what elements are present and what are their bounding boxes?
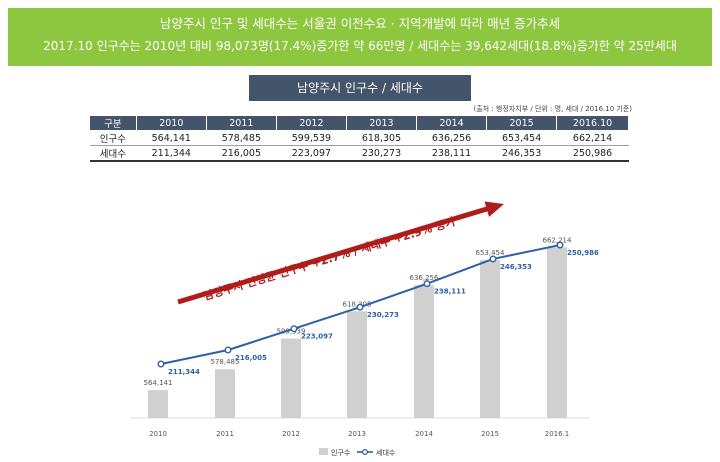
x-tick-label: 2016.1 (545, 430, 570, 438)
households-point (290, 325, 298, 333)
households-point-label: 223,097 (301, 333, 333, 341)
x-tick-label: 2014 (415, 430, 433, 438)
population-bar (480, 260, 500, 418)
banner-line-2: 2017.10 인구수는 2010년 대비 98,073명(17.4%)증가한 … (43, 39, 677, 53)
table-cell: 세대수 (89, 145, 137, 162)
table-header: 2011 (205, 115, 277, 131)
table-header: 2013 (345, 115, 418, 131)
x-tick-label: 2010 (149, 430, 167, 438)
legend-line-marker (362, 449, 369, 456)
households-point (423, 280, 431, 288)
population-bar-label: 564,141 (144, 379, 173, 387)
population-bar (148, 390, 168, 418)
population-bar-label: 636,256 (410, 274, 439, 282)
table-cell: 578,485 (206, 130, 277, 146)
households-point (556, 241, 564, 249)
trend-arrow-shaft (177, 205, 491, 305)
x-tick-label: 2012 (282, 430, 300, 438)
legend-population-label: 인구수 (331, 448, 351, 457)
legend-households-label: 세대수 (376, 448, 396, 457)
population-bar (414, 285, 434, 418)
table-header: 2014 (416, 115, 488, 131)
table-cell: 662,214 (556, 130, 629, 146)
table-cell: 223,097 (276, 145, 347, 162)
population-bar-label: 662,214 (543, 236, 572, 244)
population-bar (547, 247, 567, 418)
table-cell: 인구수 (89, 130, 137, 146)
table-header: 2010 (135, 115, 207, 131)
table-cell: 653,454 (486, 130, 557, 146)
x-tick-label: 2015 (481, 430, 499, 438)
table-cell: 599,539 (276, 130, 347, 146)
population-bar (281, 338, 301, 418)
households-point-label: 211,344 (168, 368, 200, 376)
households-point-label: 216,005 (235, 354, 267, 362)
population-bar-label: 578,485 (211, 358, 240, 366)
table-cell: 216,005 (206, 145, 277, 162)
table-header: 2016.10 (556, 115, 629, 131)
panel-title: 남양주시 인구수 / 세대수 (249, 75, 471, 101)
table-cell: 564,141 (136, 130, 207, 146)
households-point-label: 250,986 (567, 249, 599, 257)
households-point (224, 346, 232, 354)
x-tick-label: 2011 (216, 430, 234, 438)
households-point (356, 303, 364, 311)
households-point-label: 238,111 (434, 288, 466, 296)
summary-banner: 남양주시 인구 및 세대수는 서울권 이전수요 · 지역개발에 따라 매년 증가… (8, 8, 712, 66)
households-point (489, 255, 497, 263)
table-cell: 250,986 (556, 145, 629, 162)
table-header-row: 구분 2010 2011 2012 2013 2014 2015 2016.10 (89, 115, 629, 131)
source-note: (출처 : 행정자치부 / 단위 : 명, 세대 / 2016.10 기준) (473, 105, 632, 113)
population-bar-label: 618,305 (343, 300, 372, 308)
households-point-label: 246,353 (500, 263, 532, 271)
table-cell: 238,111 (416, 145, 487, 162)
table-header: 2015 (486, 115, 558, 131)
table-row: 인구수 564,141 578,485 599,539 618,305 636,… (89, 130, 629, 146)
population-bar-label: 599,539 (277, 328, 306, 336)
table-cell: 618,305 (346, 130, 417, 146)
households-point-label: 230,273 (367, 311, 399, 319)
population-bar (215, 369, 235, 418)
population-bar-label: 653,454 (476, 249, 505, 257)
table-row: 세대수 211,344 216,005 223,097 230,273 238,… (89, 145, 629, 162)
x-tick-label: 2013 (348, 430, 366, 438)
table-cell: 636,256 (416, 130, 487, 146)
population-bar (347, 311, 367, 418)
table-cell: 230,273 (346, 145, 417, 162)
table-header: 2012 (275, 115, 347, 131)
banner-line-1: 남양주시 인구 및 세대수는 서울권 이전수요 · 지역개발에 따라 매년 증가… (159, 16, 561, 31)
data-table: 구분 2010 2011 2012 2013 2014 2015 2016.10… (89, 115, 629, 162)
table-cell: 211,344 (136, 145, 207, 162)
table-cell: 246,353 (486, 145, 557, 162)
households-point (157, 360, 165, 368)
legend-bar-swatch (319, 448, 328, 455)
trend-arrow-head (484, 201, 504, 217)
